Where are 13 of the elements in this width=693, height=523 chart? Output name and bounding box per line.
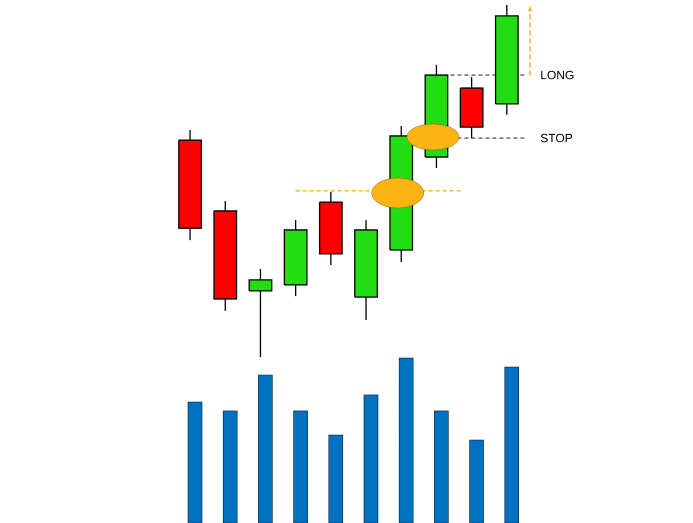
- bar: [364, 394, 378, 523]
- bar: [188, 402, 202, 523]
- bar: [258, 374, 273, 523]
- bar: [434, 410, 449, 523]
- candlestick: [248, 268, 272, 358]
- bar: [328, 434, 344, 523]
- ref-line-label: STOP: [540, 134, 572, 142]
- bar: [293, 410, 308, 523]
- bar: [469, 440, 484, 523]
- bar: [504, 366, 520, 523]
- bar: [222, 410, 238, 523]
- bar: [398, 358, 414, 523]
- ref-line-label: LONG: [541, 70, 574, 80]
